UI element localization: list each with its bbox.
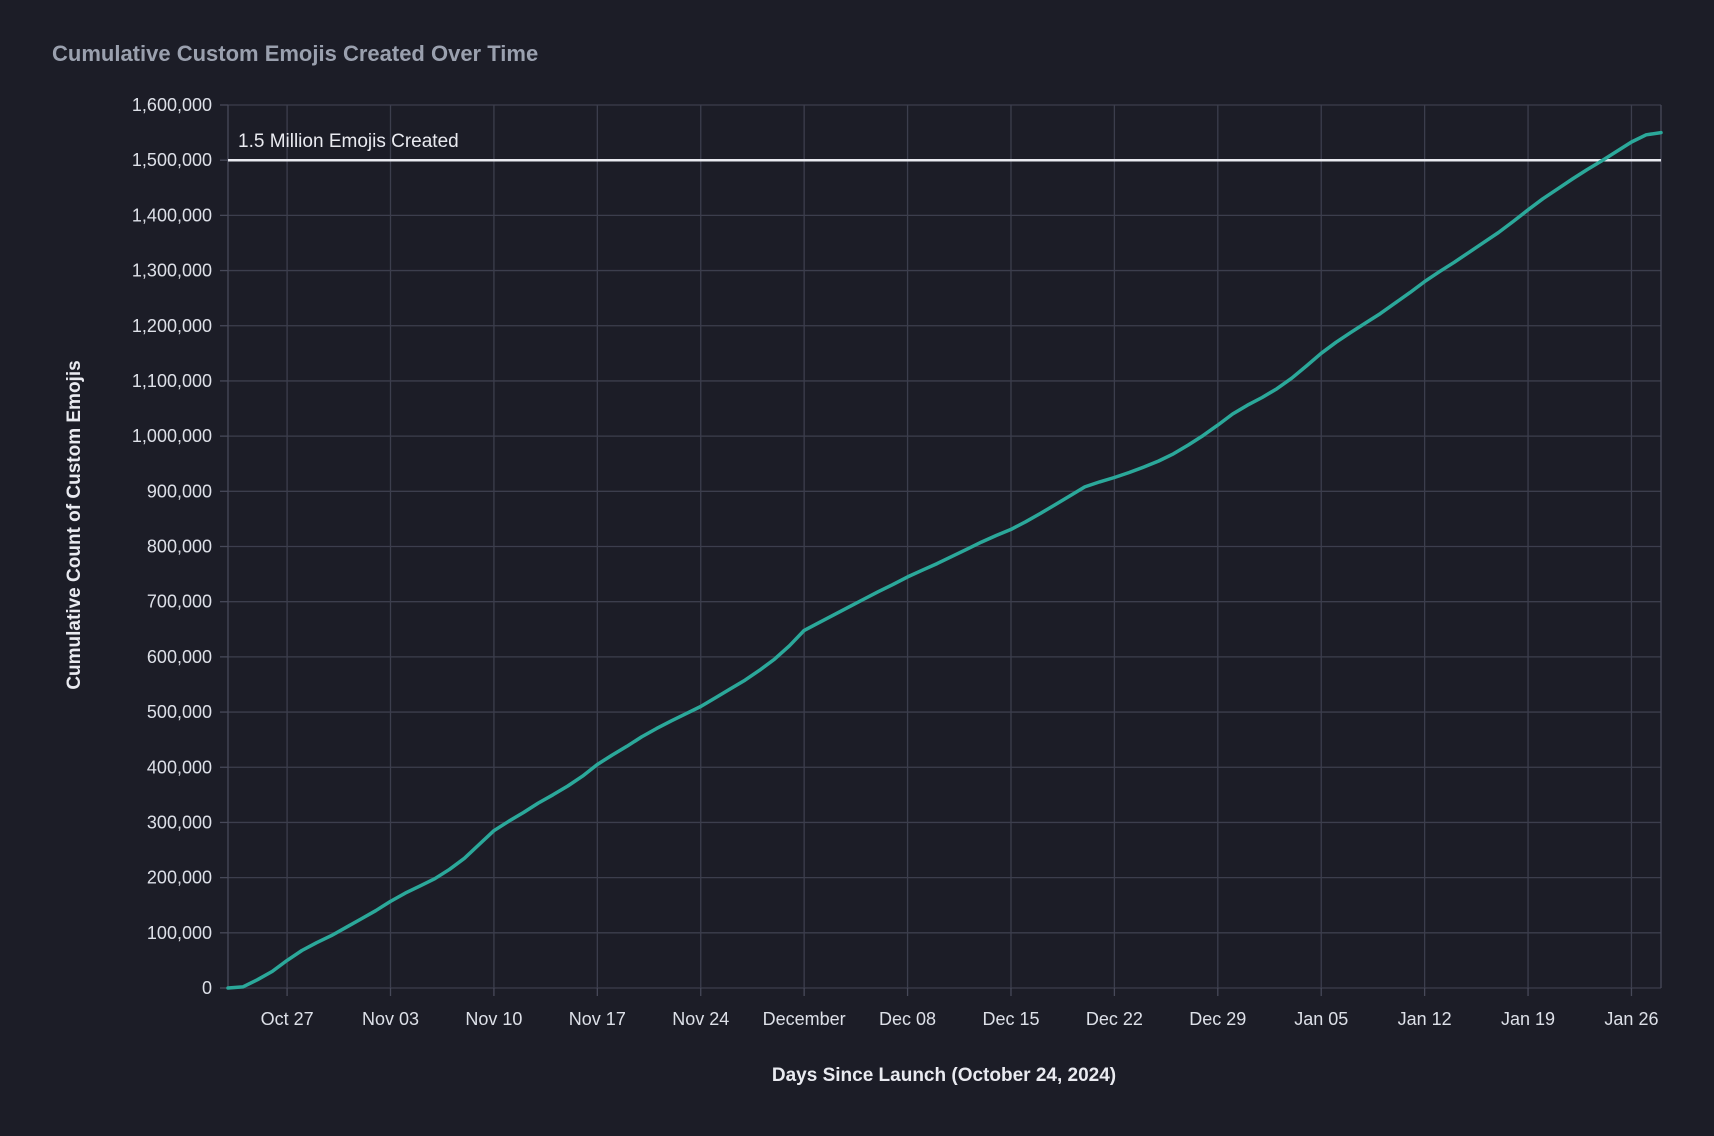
x-tick-label: Dec 15 xyxy=(982,1009,1039,1029)
x-tick-label: December xyxy=(763,1009,846,1029)
x-tick-label: Nov 24 xyxy=(672,1009,729,1029)
y-tick-label: 700,000 xyxy=(147,592,212,612)
y-tick-label: 500,000 xyxy=(147,702,212,722)
x-tick-label: Jan 05 xyxy=(1294,1009,1348,1029)
axis-tick-labels: 0 100,000 200,000 300,000 400,000 500,000 600,… xyxy=(132,95,1659,1029)
x-tick-label: Oct 27 xyxy=(261,1009,314,1029)
x-tick-label: Nov 10 xyxy=(465,1009,522,1029)
y-tick-label: 400,000 xyxy=(147,757,212,777)
y-tick-label: 1,400,000 xyxy=(132,205,212,225)
x-tick-label: Dec 22 xyxy=(1086,1009,1143,1029)
x-tick-label: Jan 12 xyxy=(1398,1009,1452,1029)
x-tick-label: Dec 29 xyxy=(1189,1009,1246,1029)
x-tick-label: Jan 26 xyxy=(1604,1009,1658,1029)
x-tick-label: Nov 17 xyxy=(569,1009,626,1029)
y-tick-label: 100,000 xyxy=(147,923,212,943)
y-tick-label: 1,200,000 xyxy=(132,316,212,336)
gridlines xyxy=(227,104,1662,989)
y-tick-label: 1,300,000 xyxy=(132,261,212,281)
y-tick-label: 1,500,000 xyxy=(132,150,212,170)
x-tick-label: Dec 08 xyxy=(879,1009,936,1029)
y-tick-label: 1,000,000 xyxy=(132,426,212,446)
y-axis-title: Cumulative Count of Custom Emojis xyxy=(64,360,85,689)
x-tick-label: Jan 19 xyxy=(1501,1009,1555,1029)
x-tick-label: Nov 03 xyxy=(362,1009,419,1029)
chart-title: Cumulative Custom Emojis Created Over Ti… xyxy=(52,41,538,66)
y-tick-label: 900,000 xyxy=(147,481,212,501)
y-tick-label: 200,000 xyxy=(147,868,212,888)
y-tick-label: 300,000 xyxy=(147,812,212,832)
reference-line-label: 1.5 Million Emojis Created xyxy=(238,131,459,152)
y-tick-label: 0 xyxy=(202,978,212,998)
axis-ticks xyxy=(220,104,1633,996)
y-tick-label: 600,000 xyxy=(147,647,212,667)
y-tick-label: 1,600,000 xyxy=(132,95,212,115)
x-axis-title: Days Since Launch (October 24, 2024) xyxy=(772,1065,1116,1086)
emoji-series-line xyxy=(226,130,1663,990)
y-tick-label: 800,000 xyxy=(147,537,212,557)
y-tick-label: 1,100,000 xyxy=(132,371,212,391)
